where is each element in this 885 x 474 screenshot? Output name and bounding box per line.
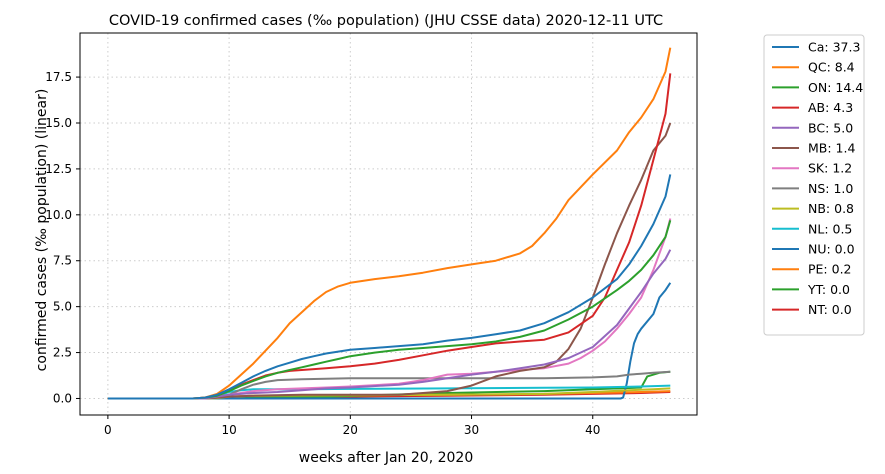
legend-label: ON: 14.4 xyxy=(808,80,863,95)
series-lines xyxy=(107,47,672,400)
legend-label: BC: 5.0 xyxy=(808,120,853,135)
legend-label: YT: 0.0 xyxy=(807,282,850,297)
y-tick-label: 12.5 xyxy=(45,162,72,176)
series-line-qc xyxy=(107,47,672,400)
legend: Ca: 37.3 QC: 8.4 ON: 14.4 AB: 4.3 BC: 5.0 MB:… xyxy=(763,34,865,336)
y-tick-label: 5.0 xyxy=(53,300,72,314)
legend-label: NB: 0.8 xyxy=(808,201,854,216)
y-tick-label: 17.5 xyxy=(45,70,72,84)
y-tick-label: 10.0 xyxy=(45,208,72,222)
legend-label: PE: 0.2 xyxy=(808,262,852,277)
plot-frame xyxy=(79,32,698,416)
series-line-bc xyxy=(107,249,672,400)
legend-label: SK: 1.2 xyxy=(808,161,852,176)
legend-label: AB: 4.3 xyxy=(808,100,853,115)
legend-label: Ca: 37.3 xyxy=(808,40,860,55)
y-tick-label: 2.5 xyxy=(53,346,72,360)
series-line-ca xyxy=(107,174,672,400)
legend-label: MB: 1.4 xyxy=(808,141,855,156)
axis-ticks: 0 10 20 30 40 0.0 2.5 5.0 7.5 10.0 12.5 15.0 17.5 xyxy=(45,70,600,437)
y-tick-label: 7.5 xyxy=(53,254,72,268)
x-tick-label: 10 xyxy=(221,423,236,437)
series-line-mb xyxy=(107,122,672,400)
y-tick-label: 0.0 xyxy=(53,391,72,405)
y-tick-label: 15.0 xyxy=(45,116,72,130)
legend-label: QC: 8.4 xyxy=(808,60,855,75)
series-line-nu xyxy=(107,282,672,400)
x-tick-label: 30 xyxy=(464,423,479,437)
x-axis-label: weeks after Jan 20, 2020 xyxy=(299,450,473,466)
y-axis-label: confirmed cases (‰ population) (linear) xyxy=(34,89,50,372)
x-tick-label: 20 xyxy=(343,423,358,437)
x-tick-label: 0 xyxy=(104,423,112,437)
chart-title: COVID-19 confirmed cases (‰ population) … xyxy=(109,13,663,29)
x-tick-label: 40 xyxy=(585,423,600,437)
legend-label: NL: 0.5 xyxy=(808,221,852,236)
legend-label: NU: 0.0 xyxy=(808,242,855,257)
legend-label: NS: 1.0 xyxy=(808,181,853,196)
legend-label: NT: 0.0 xyxy=(808,302,852,317)
legend-frame xyxy=(763,34,865,336)
series-line-on xyxy=(107,220,672,400)
